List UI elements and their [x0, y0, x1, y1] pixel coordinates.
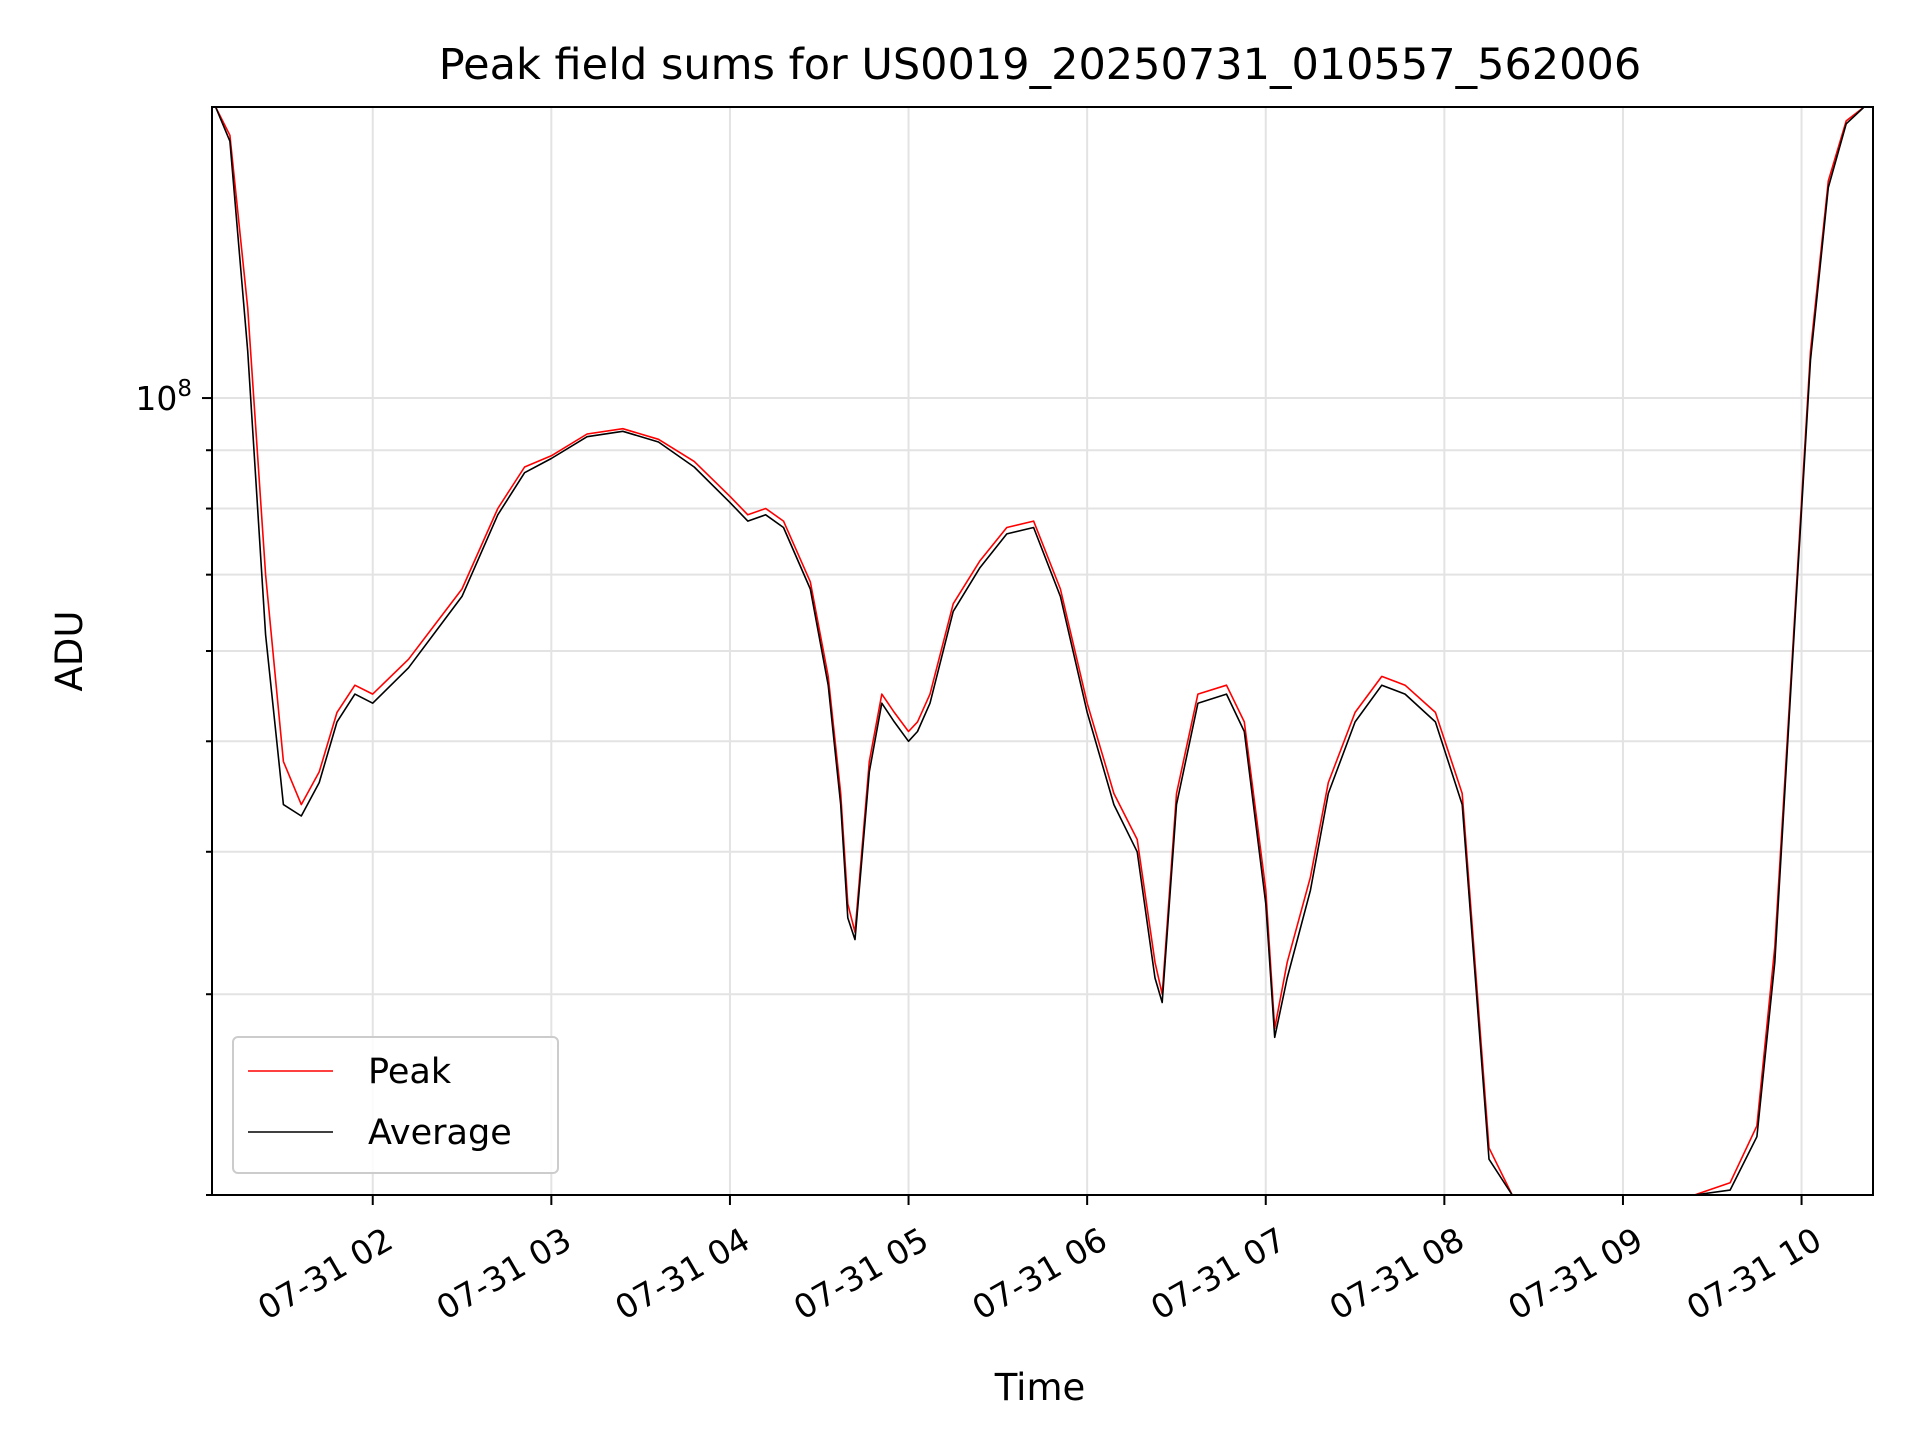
- legend-average-label: Average: [368, 1113, 512, 1153]
- x-axis-label: Time: [994, 1366, 1086, 1409]
- x-tick-label: 07-31 02: [251, 1220, 399, 1328]
- x-tick-label: 07-31 04: [608, 1220, 756, 1328]
- chart-title: Peak field sums for US0019_20250731_0105…: [439, 40, 1642, 90]
- legend-peak-label: Peak: [368, 1052, 452, 1092]
- y-axis-label: ADU: [48, 611, 91, 692]
- x-tick-label: 07-31 05: [787, 1220, 935, 1328]
- y-tick-label: 108: [135, 376, 192, 418]
- x-tick-label: 07-31 06: [966, 1220, 1114, 1328]
- x-tick-label: 07-31 09: [1501, 1220, 1649, 1328]
- x-tick-label: 07-31 07: [1144, 1220, 1292, 1328]
- x-tick-label: 07-31 03: [430, 1220, 578, 1328]
- x-axis-ticks: 07-31 02 07-31 03 07-31 04 07-31 05 07-31 06…: [251, 1195, 1828, 1328]
- legend: Peak Average: [232, 1036, 559, 1174]
- grid: [212, 107, 1873, 1196]
- x-tick-label: 07-31 08: [1323, 1220, 1471, 1328]
- y-axis-ticks: 108: [135, 376, 212, 1196]
- x-tick-label: 07-31 10: [1680, 1220, 1828, 1328]
